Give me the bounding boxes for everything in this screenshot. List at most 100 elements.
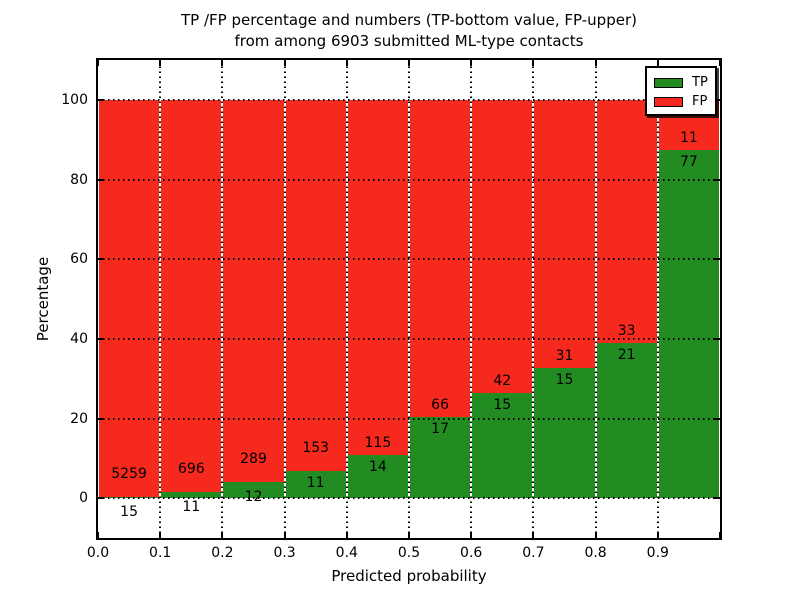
bar-segment-fp [161,99,222,492]
x-tick-bottom [408,532,410,538]
x-tick-label: 0.1 [149,545,172,561]
x-tick-top [345,60,348,66]
x-tick-top [470,60,473,66]
x-tick-bottom [532,532,535,538]
bar-segment-tp [347,454,408,499]
x-tick-label: 0.3 [273,545,296,561]
bar-segment-fp [347,99,408,455]
gridline-vertical [221,60,224,538]
gridline-vertical [470,60,473,538]
x-tick-label: 0.0 [86,545,110,561]
tp-count-label: 17 [431,420,449,437]
fp-count-label: 115 [364,434,392,451]
y-tick-right [714,178,720,181]
x-tick-label: 0.9 [646,545,669,561]
y-tick-left [98,417,104,420]
x-tick-top [656,60,659,66]
y-tick-left [98,258,104,261]
legend-label-tp: TP [692,75,708,90]
gridline-vertical [283,60,286,538]
tp-count-label: 15 [493,397,512,414]
fp-count-label: 66 [431,396,449,413]
fp-color-swatch-icon [654,96,683,107]
x-tick-bottom [345,532,348,538]
y-tick-label: 80 [70,171,88,188]
gridline-vertical [532,60,535,538]
x-tick-bottom [159,532,162,538]
gridline-vertical [594,60,597,538]
x-tick-top [283,60,286,66]
x-tick-top [532,60,535,66]
tp-count-label: 15 [555,372,574,389]
fp-count-label: 33 [617,323,636,340]
fp-count-label: 11 [679,129,698,146]
chart-title-line-1: TP /FP percentage and numbers (TP-bottom… [181,11,637,29]
gridline-vertical [345,60,348,538]
bar-segment-fp [534,99,595,369]
bar-segment-tp [472,393,533,499]
ticks-layer [97,60,721,538]
y-tick-right [714,497,720,500]
fp-count-label: 696 [177,460,205,477]
x-axis-title: Predicted probability [331,567,487,585]
x-tick-label: 0.8 [584,545,607,561]
bar-segment-fp [285,99,346,472]
bar-segment-tp [410,416,471,499]
fp-count-label: 42 [493,373,512,390]
y-tick-label: 20 [70,410,88,427]
x-tick-label: 0.4 [335,545,358,561]
x-tick-bottom [719,532,721,538]
tp-count-label: 12 [244,489,263,506]
x-tick-label: 0.5 [397,545,421,561]
x-tick-top [221,60,224,66]
x-tick-bottom [283,532,286,538]
tp-count-label: 11 [182,498,201,515]
y-tick-right [714,337,720,340]
y-tick-left [98,337,104,340]
y-tick-right [714,98,720,101]
x-tick-bottom [221,532,224,538]
plot-area [96,58,722,540]
bar-segment-tp [161,491,222,499]
y-axis-title: Percentage [34,256,52,342]
bar-segment-tp [534,368,595,499]
legend-item-tp: TP [654,73,715,92]
gridline-vertical [159,60,162,538]
x-tick-label: 0.6 [460,545,483,561]
tp-count-label: 15 [120,504,138,521]
y-tick-right [714,258,720,261]
x-tick-bottom [470,532,473,538]
bar-segment-fp [99,99,160,498]
tp-count-label: 14 [368,458,387,475]
x-tick-top [159,60,162,66]
x-tick-top [408,60,410,66]
tp-count-label: 21 [617,347,636,364]
x-tick-bottom [97,532,99,538]
fp-count-label: 31 [555,348,574,365]
chart-title: TP /FP percentage and numbers (TP-bottom… [89,10,729,52]
fp-count-label: 153 [302,440,330,457]
x-tick-top [719,60,721,66]
y-tick-label: 100 [61,91,88,108]
x-tick-bottom [656,532,659,538]
y-tick-label: 0 [79,490,88,507]
gridline-vertical [656,60,659,538]
legend: TP FP [645,66,717,116]
bar-segment-tp [223,482,284,499]
tp-color-swatch-icon [654,77,683,88]
tp-count-label: 11 [306,475,325,492]
bar-segment-tp [658,149,719,499]
fp-count-label: 289 [240,451,267,468]
x-tick-label: 0.2 [211,545,234,561]
gridline-vertical [408,60,410,538]
bar-segment-fp [472,99,533,394]
y-tick-left [98,98,104,101]
legend-item-fp: FP [654,92,715,111]
x-tick-bottom [594,532,597,538]
x-tick-top [97,60,99,66]
tp-count-label: 77 [679,153,698,170]
bar-segment-fp [596,99,657,344]
chart-title-line-2: from among 6903 submitted ML-type contac… [234,32,584,50]
y-tick-label: 40 [70,330,88,347]
